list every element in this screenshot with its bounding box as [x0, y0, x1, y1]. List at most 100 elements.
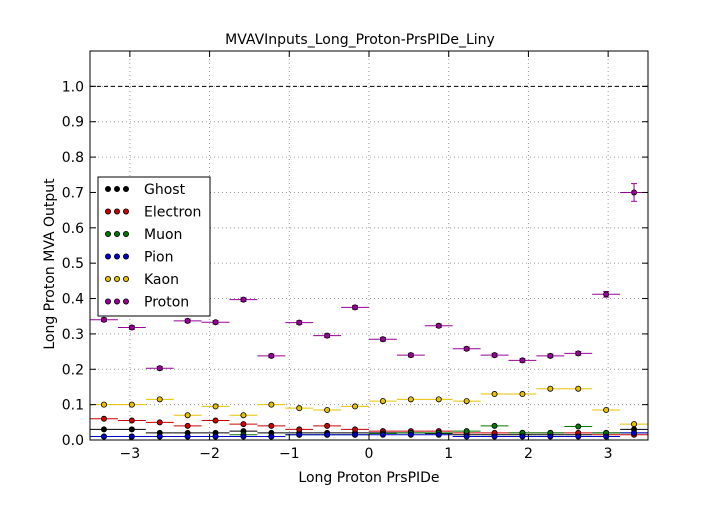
- data-point: [212, 417, 219, 424]
- data-point: [156, 419, 163, 426]
- y-tick-label: 0.7: [62, 185, 84, 201]
- data-point: [463, 433, 470, 440]
- legend-marker: [105, 185, 112, 192]
- legend-marker: [123, 185, 130, 192]
- data-point: [463, 398, 470, 405]
- data-point: [100, 433, 107, 440]
- legend-marker: [114, 185, 121, 192]
- data-point: [156, 433, 163, 440]
- legend-label-kaon: Kaon: [144, 272, 179, 288]
- x-tick-label: 1: [444, 446, 453, 462]
- data-point: [100, 316, 107, 323]
- legend-marker: [123, 230, 130, 237]
- legend-marker: [105, 275, 112, 282]
- legend-label-electron: Electron: [144, 205, 201, 221]
- x-tick-label: −1: [279, 446, 300, 462]
- data-point: [100, 401, 107, 408]
- legend-marker: [105, 230, 112, 237]
- legend-marker: [105, 208, 112, 215]
- data-point: [603, 291, 610, 298]
- data-point: [352, 304, 359, 311]
- data-point: [296, 431, 303, 438]
- data-point: [184, 422, 191, 429]
- data-point: [212, 433, 219, 440]
- legend-marker: [123, 208, 130, 215]
- data-point: [324, 431, 331, 438]
- y-tick-label: 0.9: [62, 115, 84, 131]
- data-point: [407, 352, 414, 359]
- data-point: [212, 403, 219, 410]
- data-point: [296, 405, 303, 412]
- legend-marker: [105, 298, 112, 305]
- data-point: [603, 433, 610, 440]
- data-point: [268, 433, 275, 440]
- data-point: [128, 417, 135, 424]
- data-point: [407, 431, 414, 438]
- data-point: [240, 296, 247, 303]
- data-point: [435, 322, 442, 329]
- data-point: [603, 406, 610, 413]
- x-axis-label: Long Proton PrsPIDe: [298, 470, 439, 486]
- data-point: [631, 189, 638, 196]
- data-point: [128, 426, 135, 433]
- legend-label-ghost: Ghost: [144, 182, 186, 198]
- legend-marker: [114, 230, 121, 237]
- series-proton: [90, 183, 648, 372]
- data-point: [575, 423, 582, 430]
- data-point: [240, 433, 247, 440]
- legend-marker: [114, 208, 121, 215]
- data-point: [212, 319, 219, 326]
- series-pion: [90, 429, 648, 440]
- legend-label-muon: Muon: [144, 227, 182, 243]
- legend-box: [97, 176, 211, 317]
- x-tick-label: 0: [365, 446, 374, 462]
- data-point: [352, 426, 359, 433]
- data-point: [268, 352, 275, 359]
- y-tick-label: 0.4: [62, 292, 84, 308]
- data-point: [184, 412, 191, 419]
- data-point: [352, 431, 359, 438]
- legend-marker: [114, 275, 121, 282]
- data-point: [379, 398, 386, 405]
- series-kaon: [90, 385, 648, 428]
- legend-label-proton: Proton: [144, 295, 189, 311]
- data-point: [519, 357, 526, 364]
- data-point: [156, 365, 163, 372]
- y-tick-label: 0.8: [62, 150, 84, 166]
- legend-marker: [123, 253, 130, 260]
- y-tick-label: 0.0: [62, 433, 84, 449]
- data-point: [324, 406, 331, 413]
- legend: Ghost Electron Muon Pion Kaon Proton: [97, 176, 211, 317]
- y-tick-label: 0.1: [62, 398, 84, 414]
- data-point: [463, 428, 470, 435]
- data-point: [268, 401, 275, 408]
- data-point: [491, 391, 498, 398]
- data-point: [631, 429, 638, 436]
- data-point: [379, 431, 386, 438]
- data-point: [547, 385, 554, 392]
- data-point: [575, 385, 582, 392]
- x-tick-label: −2: [199, 446, 220, 462]
- legend-label-pion: Pion: [144, 250, 173, 266]
- data-point: [128, 401, 135, 408]
- data-point: [519, 433, 526, 440]
- data-point: [491, 352, 498, 359]
- legend-marker: [114, 298, 121, 305]
- data-point: [575, 350, 582, 357]
- legend-marker: [105, 253, 112, 260]
- y-tick-label: 0.2: [62, 362, 84, 378]
- data-point: [240, 421, 247, 428]
- legend-marker: [123, 298, 130, 305]
- x-tick-label: 2: [524, 446, 533, 462]
- data-point: [184, 433, 191, 440]
- x-tick-label: 3: [604, 446, 613, 462]
- y-tick-label: 0.3: [62, 327, 84, 343]
- data-point: [100, 415, 107, 422]
- data-point: [631, 421, 638, 428]
- y-axis-label: Long Proton MVA Output: [42, 178, 58, 350]
- data-point: [491, 422, 498, 429]
- data-point: [407, 396, 414, 403]
- data-point: [240, 412, 247, 419]
